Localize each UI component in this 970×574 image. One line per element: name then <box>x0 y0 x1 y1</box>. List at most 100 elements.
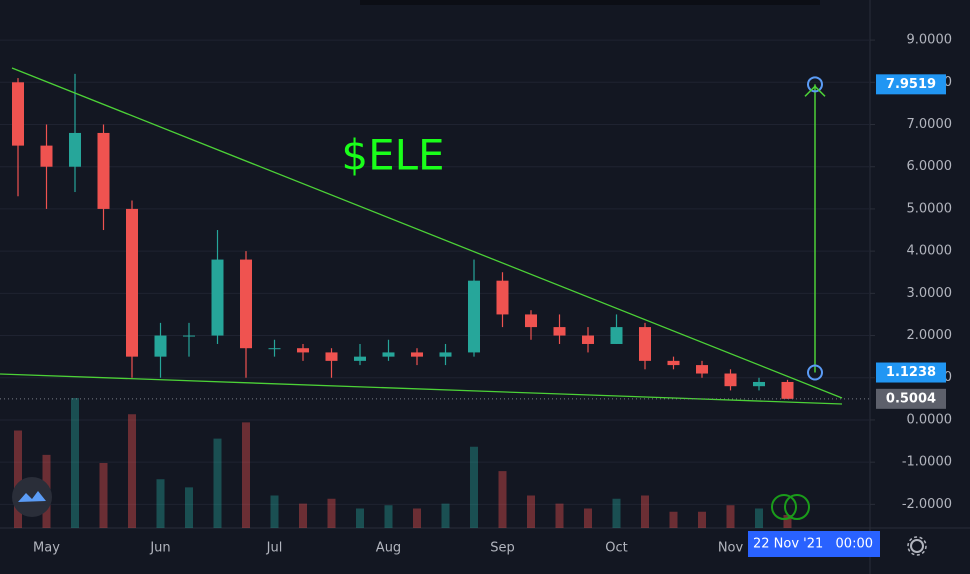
candle-body <box>325 352 338 361</box>
upper-trendline <box>11 67 843 399</box>
settings-icon[interactable] <box>907 536 927 556</box>
volume-bar <box>470 446 478 528</box>
candle-body <box>525 314 537 328</box>
y-tick-label: 3.0000 <box>907 286 953 301</box>
crosshair-time: 00:00 <box>836 537 873 552</box>
candle-body <box>582 335 594 344</box>
grid <box>0 39 870 505</box>
price-label-box <box>876 388 946 409</box>
lower-trendline <box>0 373 843 405</box>
x-tick-label: Sep <box>490 541 515 556</box>
logo[interactable] <box>12 477 52 517</box>
volume-bar <box>356 508 364 528</box>
price-label-box <box>876 362 946 383</box>
y-tick-label: 7.0000 <box>907 117 953 132</box>
volume-bar <box>612 498 621 528</box>
y-tick-label: 2.0000 <box>907 328 953 343</box>
volume-bar <box>384 505 393 528</box>
price-label: 0.5004 <box>886 391 936 406</box>
volume-bar <box>213 438 222 528</box>
volume-bar <box>783 515 792 528</box>
crosshair-label-box <box>748 531 880 557</box>
volume-bar <box>71 398 79 528</box>
volume-bar <box>242 422 250 528</box>
candle-body <box>639 327 651 361</box>
candle-body <box>696 365 708 374</box>
volume-bar <box>441 503 450 528</box>
target-end <box>807 76 823 93</box>
candle-body <box>753 381 765 387</box>
candle-body <box>12 82 24 146</box>
candle-body <box>610 327 623 344</box>
volume-bar <box>669 511 678 528</box>
x-tick-label: Oct <box>605 541 627 556</box>
volume-bar <box>99 463 108 528</box>
volume-bar <box>555 503 564 528</box>
candles <box>12 73 794 399</box>
buy-marker <box>784 494 810 520</box>
volume-bar <box>128 414 136 528</box>
candle-body <box>97 132 110 209</box>
candle-body <box>553 327 566 336</box>
candle-body <box>297 348 309 353</box>
volume-bar <box>413 508 421 528</box>
volume-bar <box>584 508 592 528</box>
volume-bar <box>156 479 165 528</box>
x-tick-label: Nov <box>718 541 744 556</box>
candle-body <box>240 259 252 349</box>
volume-bar <box>698 511 706 528</box>
volume-bar <box>327 498 336 528</box>
x-tick-label: Jul <box>266 541 283 556</box>
candle-body <box>211 259 224 336</box>
buy-marker <box>771 494 797 520</box>
y-tick-label: -1.0000 <box>902 455 952 470</box>
candle-body <box>268 348 281 350</box>
y-tick-label: 4.0000 <box>907 244 953 259</box>
volume <box>14 398 792 528</box>
candle-body <box>69 132 81 167</box>
candle-body <box>411 352 423 357</box>
candle-body <box>781 381 794 399</box>
price-label: 1.1238 <box>886 365 936 380</box>
volume-bar <box>270 495 279 528</box>
candle-body <box>439 352 452 357</box>
y-tick-label: -2.0000 <box>902 497 952 512</box>
x-tick-label: Aug <box>376 541 401 556</box>
target-arrow <box>804 85 826 97</box>
candle-body <box>154 335 167 357</box>
candle-body <box>382 352 395 357</box>
candle-body <box>724 373 737 387</box>
candle-body <box>183 335 195 337</box>
x-tick-label: May <box>33 541 60 556</box>
candle-body <box>667 360 680 366</box>
candle-body <box>354 356 366 361</box>
volume-bar <box>726 505 735 528</box>
volume-bar <box>299 503 307 528</box>
top-panel <box>360 0 820 5</box>
volume-bar <box>185 487 193 528</box>
target-start <box>807 364 823 381</box>
x-tick-label: Jun <box>149 541 170 556</box>
volume-bar <box>498 471 507 528</box>
volume-bar <box>641 495 649 528</box>
y-tick-label: 9.0000 <box>907 33 953 48</box>
price-label: 7.9519 <box>886 77 936 92</box>
candle-body <box>40 145 53 167</box>
candle-body <box>126 208 138 357</box>
target-overlay <box>0 76 870 400</box>
candle-body <box>496 280 509 315</box>
volume-bar <box>527 495 535 528</box>
crosshair-date: 22 Nov '21 <box>753 537 823 552</box>
y-tick-label: 6.0000 <box>907 159 953 174</box>
volume-bar <box>755 508 763 528</box>
candle-body <box>468 280 480 353</box>
volume-bar <box>14 430 22 528</box>
y-tick-label: 0.0000 <box>907 412 953 427</box>
price-label-box <box>876 74 946 95</box>
price-axis: 9.00008.00007.00006.00005.00004.00003.00… <box>870 33 952 512</box>
y-tick-label: 5.0000 <box>907 201 953 216</box>
logo-icon <box>18 491 46 502</box>
chart-title: $ELE <box>341 131 444 180</box>
